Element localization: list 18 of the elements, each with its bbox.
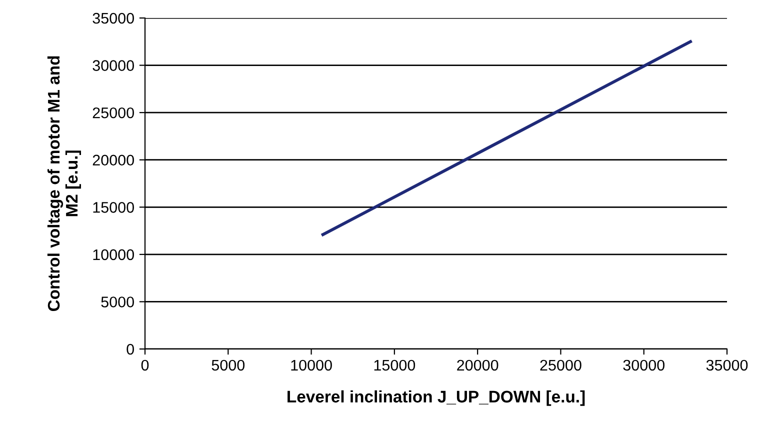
y-tick-label: 30000: [92, 60, 134, 71]
x-tick-label: 15000: [374, 360, 416, 371]
x-axis-title: Leverel inclination J_UP_DOWN [e.u.]: [288, 390, 585, 406]
x-tick-label: 30000: [623, 360, 665, 371]
x-tick-label: 35000: [706, 360, 748, 371]
y-tick-label: 10000: [93, 249, 134, 260]
x-tick-label: 20000: [457, 360, 498, 371]
y-axis-title: Control voltage of motor M1 and M2 [e.u.]: [47, 56, 81, 312]
y-tick-label: 20000: [92, 154, 134, 166]
y-tick-label: 0: [126, 344, 134, 355]
y-tick-label: 25000: [92, 107, 134, 118]
x-tick-label: 25000: [540, 360, 582, 371]
y-tick-label: 15000: [93, 202, 134, 213]
x-tick-label: 10000: [291, 360, 332, 371]
x-tick-label: 0: [141, 360, 149, 371]
y-tick-label: 35000: [92, 12, 134, 24]
x-tick-label: 5000: [212, 360, 245, 371]
y-tick-label: 5000: [101, 296, 134, 308]
